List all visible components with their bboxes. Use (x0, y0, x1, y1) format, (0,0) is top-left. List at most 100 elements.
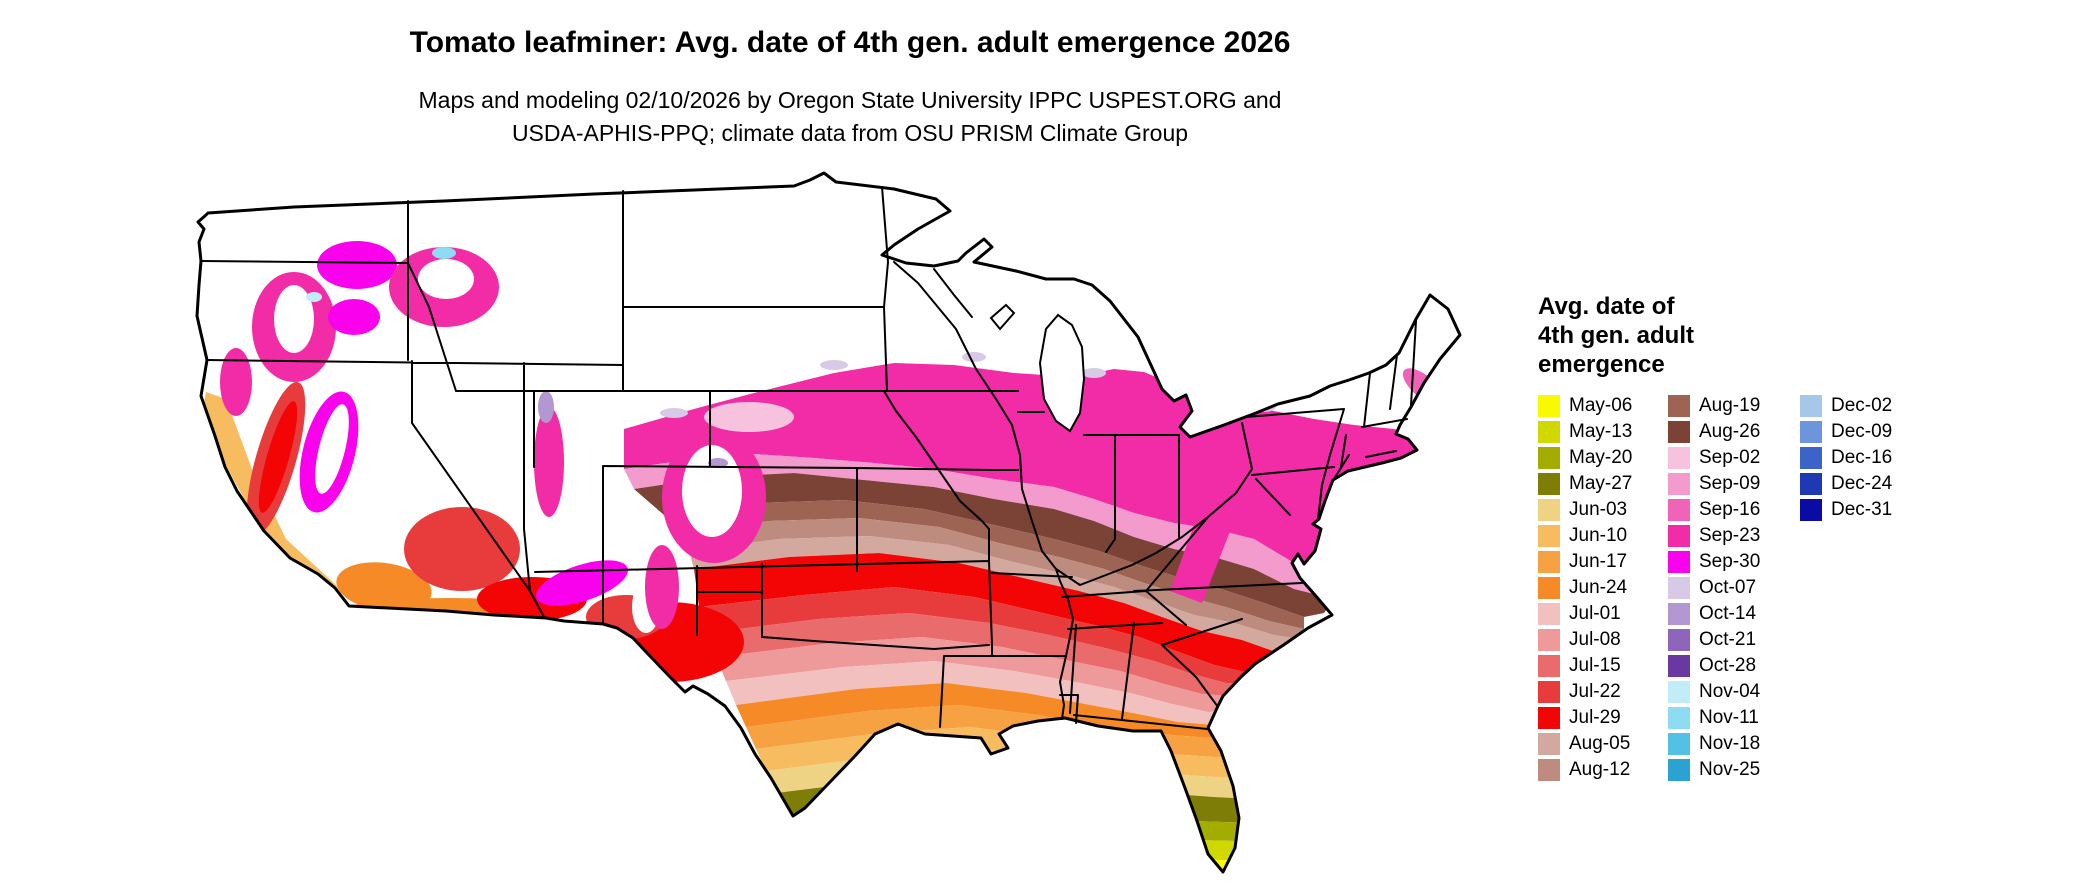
legend-date-label: Sep-02 (1699, 447, 1761, 468)
legend-date-label: Jun-10 (1569, 525, 1628, 546)
map-patch-sandhills (704, 402, 794, 432)
legend-entry: Aug-05 (1538, 731, 1668, 757)
legend-color-swatch (1538, 759, 1560, 781)
legend-entry: Jul-08 (1538, 627, 1668, 653)
map-speckle (708, 458, 728, 468)
legend-entry: Sep-30 (1668, 549, 1800, 575)
map-patch-north-ca-coast (220, 348, 252, 416)
legend-entry: Oct-14 (1668, 601, 1800, 627)
map-speckle (962, 352, 986, 362)
map-patch-wasatch (534, 407, 564, 517)
legend-color-swatch (1538, 395, 1560, 417)
legend-date-label: Jul-08 (1569, 629, 1621, 650)
legend-color-swatch (1668, 707, 1690, 729)
map-band-may-06 (794, 849, 1250, 872)
legend-date-label: Jul-15 (1569, 655, 1621, 676)
legend-entry: Aug-19 (1668, 393, 1800, 419)
legend-date-label: Sep-16 (1699, 499, 1761, 520)
map-band-jul-22 (699, 587, 1284, 683)
legend-entry: May-27 (1538, 471, 1668, 497)
legend-entry: Jun-17 (1538, 549, 1668, 575)
map-patch-blue-mountains (328, 299, 380, 335)
legend-color-swatch (1668, 525, 1690, 547)
legend-date-label: Dec-16 (1831, 447, 1893, 468)
map-patch-sangre-de-cristo (645, 545, 679, 629)
green-bay (989, 303, 1016, 331)
map-subtitle: Maps and modeling 02/10/2026 by Oregon S… (0, 84, 1700, 150)
legend-color-swatch (1668, 603, 1690, 625)
legend-color-swatch (1538, 499, 1560, 521)
lake-michigan (1038, 313, 1086, 433)
legend-date-label: Dec-31 (1831, 499, 1893, 520)
legend-color-swatch (1800, 421, 1822, 443)
legend-entry: Sep-23 (1668, 523, 1800, 549)
legend-date-label: Sep-09 (1699, 473, 1761, 494)
us-outline (195, 171, 1462, 874)
legend-date-label: Aug-12 (1569, 759, 1631, 780)
legend-title: Avg. date of 4th gen. adult emergence (1538, 292, 2098, 379)
legend-color-swatch (1668, 499, 1690, 521)
legend-column-1: May-06 May-13 May-20 May-27 Jun-03 Jun-10 Jun-… (1538, 393, 1668, 783)
map-patch-mogollon (536, 560, 628, 606)
map-band-jul-08 (716, 637, 1244, 712)
legend-color-swatch (1538, 577, 1560, 599)
map-patch-ca-coast (202, 392, 346, 605)
us-map-svg (195, 171, 1462, 874)
map-speckle (306, 292, 322, 302)
legend-entry: May-13 (1538, 419, 1668, 445)
legend-date-label: Oct-07 (1699, 577, 1757, 598)
legend-entry: Nov-11 (1668, 705, 1800, 731)
legend-date-label: Nov-25 (1699, 759, 1761, 780)
legend-entry: Sep-02 (1668, 445, 1800, 471)
legend-column-2: Aug-19 Aug-26 Sep-02 Sep-09 Sep-16 Sep-23 Sep-… (1668, 393, 1800, 783)
legend-color-swatch (1538, 603, 1560, 625)
state-borders (200, 186, 1417, 730)
legend-color-swatch (1668, 421, 1690, 443)
legend-color-swatch (1800, 447, 1822, 469)
legend-entry: Jul-29 (1538, 705, 1668, 731)
legend-entry: Dec-02 (1800, 393, 1950, 419)
page-title: Tomato leafminer: Avg. date of 4th gen. … (409, 26, 1291, 59)
subtitle-line-2: USDA-APHIS-PPQ; climate data from OSU PR… (511, 120, 1189, 146)
legend-entry: Dec-24 (1800, 471, 1950, 497)
legend-color-swatch (1538, 525, 1560, 547)
legend-entry: May-06 (1538, 393, 1668, 419)
legend-date-label: Aug-05 (1569, 733, 1631, 754)
legend-entry: Jul-01 (1538, 601, 1668, 627)
legend-date-label: Dec-02 (1831, 395, 1893, 416)
legend-color-swatch (1538, 629, 1560, 651)
legend-date-label: Nov-11 (1699, 707, 1759, 728)
legend-color-swatch (1538, 447, 1560, 469)
legend-color-swatch (1538, 421, 1560, 443)
legend-color-swatch (1538, 707, 1560, 729)
map-band-may-20 (786, 795, 1254, 841)
map-patch-northern-rockies-core (418, 259, 474, 299)
legend-color-swatch (1668, 733, 1690, 755)
legend-date-label: Oct-21 (1699, 629, 1757, 650)
legend-title-line-2: 4th gen. adult (1538, 322, 1694, 349)
us-emergence-map (194, 167, 1494, 884)
map-band-jul-01 (726, 661, 1229, 725)
subtitle-line-1: Maps and modeling 02/10/2026 by Oregon S… (418, 87, 1282, 113)
legend-entry: Jul-15 (1538, 653, 1668, 679)
legend-entry: Jun-10 (1538, 523, 1668, 549)
map-band-jun-24 (736, 683, 1254, 741)
legend-color-swatch (1538, 681, 1560, 703)
legend-entry: Jul-22 (1538, 679, 1668, 705)
legend-date-label: Nov-04 (1699, 681, 1761, 702)
legend-entry: Oct-07 (1668, 575, 1800, 601)
legend-color-swatch (1668, 655, 1690, 677)
map-patch-central-valley-core (258, 401, 298, 513)
legend-date-label: May-27 (1569, 473, 1633, 494)
map-speckle (432, 247, 456, 259)
legend-color-swatch (1668, 681, 1690, 703)
legend-date-label: Jun-24 (1569, 577, 1628, 598)
legend-color-swatch (1668, 447, 1690, 469)
legend-date-label: Jul-22 (1569, 681, 1621, 702)
map-band-aug-05 (689, 536, 1299, 653)
map-band-jul-29 (694, 553, 1294, 673)
legend-color-swatch (1668, 629, 1690, 651)
legend-color-swatch (1538, 551, 1560, 573)
legend-entry: Oct-28 (1668, 653, 1800, 679)
legend-color-swatch (1538, 473, 1560, 495)
